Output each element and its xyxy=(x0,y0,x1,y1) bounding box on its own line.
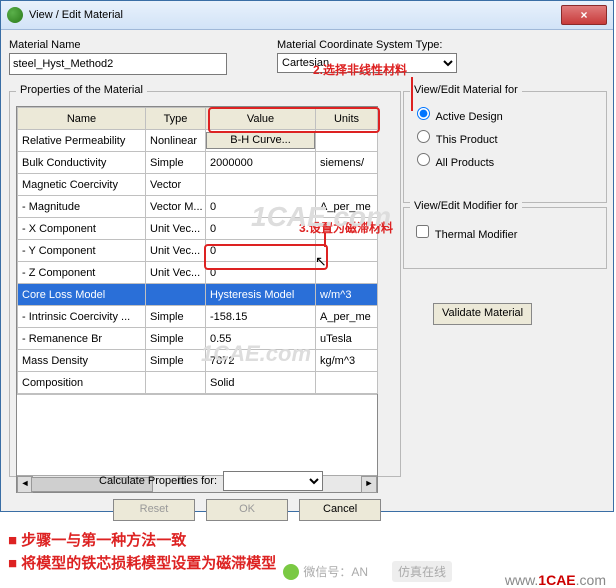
cell-name: Relative Permeability xyxy=(18,130,146,152)
coord-type-label: Material Coordinate System Type: xyxy=(277,39,457,51)
footer: 步骤一与第一种方法一致 将模型的铁芯损耗模型设置为磁滞模型 微信号：AN 仿真在… xyxy=(0,514,612,588)
scroll-right-button[interactable]: ► xyxy=(361,476,377,493)
radio-this-product[interactable]: This Product xyxy=(412,127,598,146)
cell-value[interactable]: 0.55 xyxy=(206,328,316,350)
material-name-input[interactable] xyxy=(9,53,227,75)
table-row[interactable]: Composition Solid xyxy=(18,372,378,394)
annotation-2-line xyxy=(411,77,413,111)
cell-type: Vector xyxy=(146,174,206,196)
table-row[interactable]: - Intrinsic Coercivity ...Simple-158.15A… xyxy=(18,306,378,328)
dialog: View / Edit Material × Material Name Mat… xyxy=(0,0,614,512)
radio-all-products[interactable]: All Products xyxy=(412,150,598,169)
cell-value[interactable]: -158.15 xyxy=(206,306,316,328)
coord-type-select[interactable]: Cartesian xyxy=(277,53,457,73)
table-row[interactable]: - Z ComponentUnit Vec...0 xyxy=(18,262,378,284)
radio-active-design[interactable]: Active Design xyxy=(412,104,598,123)
table-row[interactable]: - Remanence BrSimple0.55uTesla xyxy=(18,328,378,350)
cell-units xyxy=(316,130,378,152)
table-row[interactable]: Mass DensitySimple7872kg/m^3 xyxy=(18,350,378,372)
cell-name: Core Loss Model xyxy=(18,284,146,306)
cell-type xyxy=(146,284,206,306)
cell-type: Nonlinear xyxy=(146,130,206,152)
view-modifier-for-group: View/Edit Modifier for Thermal Modifier xyxy=(403,207,607,269)
cell-units: w/m^3 xyxy=(316,284,378,306)
cell-value[interactable] xyxy=(206,174,316,196)
material-name-label: Material Name xyxy=(9,39,227,51)
cell-name: - Y Component xyxy=(18,240,146,262)
cell-value[interactable]: 0 xyxy=(206,262,316,284)
col-type: Type xyxy=(146,108,206,130)
table-row[interactable]: Relative PermeabilityNonlinearB-H Curve.… xyxy=(18,130,378,152)
calc-props-select[interactable] xyxy=(223,471,323,491)
cell-name: Composition xyxy=(18,372,146,394)
validate-material-button[interactable]: Validate Material xyxy=(433,303,532,325)
cell-type: Simple xyxy=(146,306,206,328)
cell-units: uTesla xyxy=(316,328,378,350)
bullet-1: 步骤一与第一种方法一致 xyxy=(8,529,604,550)
titlebar: View / Edit Material × xyxy=(1,1,613,30)
cell-units: siemens/ xyxy=(316,152,378,174)
wechat-icon xyxy=(283,564,299,580)
cell-units: kg/m^3 xyxy=(316,350,378,372)
cell-type xyxy=(146,372,206,394)
cell-units xyxy=(316,262,378,284)
properties-group: Properties of the Material Name Type Val… xyxy=(9,91,401,477)
cell-value[interactable]: 2000000 xyxy=(206,152,316,174)
calc-props-label: Calculate Properties for: xyxy=(99,475,217,487)
cell-value[interactable]: Solid xyxy=(206,372,316,394)
cell-value[interactable]: 7872 xyxy=(206,350,316,372)
col-value: Value xyxy=(206,108,316,130)
cell-units: A_per_me xyxy=(316,196,378,218)
cell-type: Vector M... xyxy=(146,196,206,218)
view-modifier-for-legend: View/Edit Modifier for xyxy=(410,200,522,212)
cell-name: Mass Density xyxy=(18,350,146,372)
table-row[interactable]: Bulk ConductivitySimple2000000siemens/ xyxy=(18,152,378,174)
dialog-title: View / Edit Material xyxy=(29,9,561,21)
table-row[interactable]: Core Loss Model Hysteresis Modelw/m^3 xyxy=(18,284,378,306)
bh-curve-button[interactable]: B-H Curve... xyxy=(206,132,315,149)
cell-name: - Magnitude xyxy=(18,196,146,218)
cell-type: Simple xyxy=(146,328,206,350)
cell-name: - Z Component xyxy=(18,262,146,284)
cell-value[interactable]: Hysteresis Model xyxy=(206,284,316,306)
col-name: Name xyxy=(18,108,146,130)
cell-type: Unit Vec... xyxy=(146,262,206,284)
app-icon xyxy=(7,7,23,23)
col-units: Units xyxy=(316,108,378,130)
properties-grid[interactable]: Name Type Value Units Relative Permeabil… xyxy=(16,106,378,493)
thermal-modifier-checkbox[interactable]: Thermal Modifier xyxy=(412,222,598,241)
table-row[interactable]: Magnetic CoercivityVector xyxy=(18,174,378,196)
cell-type: Unit Vec... xyxy=(146,240,206,262)
view-material-for-legend: View/Edit Material for xyxy=(410,84,522,96)
cell-value[interactable]: 0 xyxy=(206,218,316,240)
site-credit: www.1CAE.com xyxy=(505,572,606,588)
cell-name: Magnetic Coercivity xyxy=(18,174,146,196)
close-button[interactable]: × xyxy=(561,5,607,25)
cell-name: - Remanence Br xyxy=(18,328,146,350)
cell-units xyxy=(316,372,378,394)
cell-units: A_per_me xyxy=(316,306,378,328)
wechat-credit: 微信号：AN 仿真在线 xyxy=(283,561,452,582)
cell-units xyxy=(316,174,378,196)
view-material-for-group: View/Edit Material for Active Design Thi… xyxy=(403,91,607,203)
cell-type: Simple xyxy=(146,152,206,174)
annotation-3-line xyxy=(324,233,326,247)
cell-name: Bulk Conductivity xyxy=(18,152,146,174)
cell-type: Unit Vec... xyxy=(146,218,206,240)
cell-type: Simple xyxy=(146,350,206,372)
properties-legend: Properties of the Material xyxy=(16,84,147,96)
cell-value[interactable]: B-H Curve... xyxy=(206,130,316,152)
cell-name: - X Component xyxy=(18,218,146,240)
cell-name: - Intrinsic Coercivity ... xyxy=(18,306,146,328)
table-row[interactable]: - MagnitudeVector M...0A_per_me xyxy=(18,196,378,218)
cell-value[interactable]: 0 xyxy=(206,240,316,262)
cell-value[interactable]: 0 xyxy=(206,196,316,218)
